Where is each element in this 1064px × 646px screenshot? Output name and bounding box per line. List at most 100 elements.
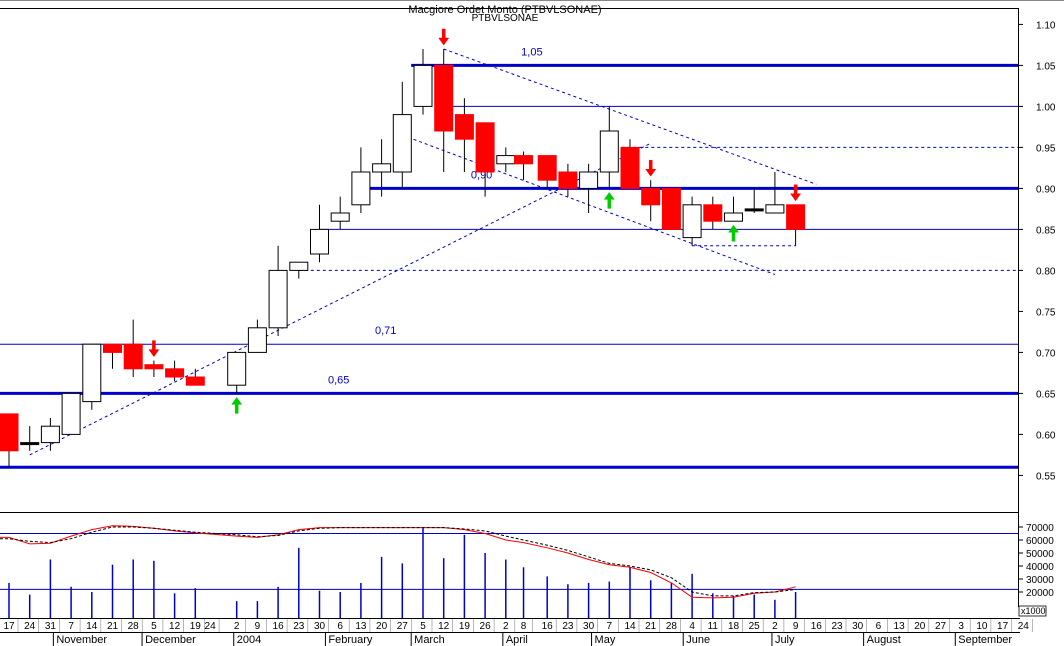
price-tick-label: 0.65 bbox=[1036, 389, 1056, 400]
day-tick-label: 2 bbox=[234, 621, 240, 632]
plot-backgrounds bbox=[0, 0, 1064, 513]
day-tick-label: 8 bbox=[521, 621, 527, 632]
signal-arrow-down bbox=[645, 159, 657, 177]
candle-body bbox=[82, 343, 102, 403]
candle-body bbox=[123, 343, 143, 370]
day-tick-label: 11 bbox=[708, 621, 719, 632]
day-tick-label: 6 bbox=[876, 621, 882, 632]
price-tick-label: 0.90 bbox=[1036, 184, 1056, 195]
day-tick-label: 4 bbox=[689, 621, 695, 632]
candle-body bbox=[268, 269, 288, 329]
chart-subtitle: PTBVLSONAE bbox=[472, 13, 539, 24]
day-tick-label: 27 bbox=[935, 621, 947, 632]
day-tick-label: 2 bbox=[503, 621, 509, 632]
signal-arrow-down bbox=[148, 340, 160, 358]
volume-tick-label: 30000 bbox=[1026, 575, 1054, 586]
candle-body bbox=[0, 413, 19, 452]
day-tick-label: 14 bbox=[624, 621, 636, 632]
day-tick-label: 23 bbox=[831, 621, 843, 632]
day-tick-label: 24 bbox=[205, 621, 217, 632]
candle-body bbox=[61, 392, 81, 435]
candle-body bbox=[372, 163, 392, 173]
month-label: June bbox=[686, 634, 710, 646]
price-tick-label: 0.85 bbox=[1036, 225, 1056, 236]
month-label: 2004 bbox=[237, 634, 261, 646]
day-tick-label: 16 bbox=[811, 621, 823, 632]
day-tick-label: 21 bbox=[645, 621, 657, 632]
day-tick-label: 13 bbox=[894, 621, 906, 632]
price-tick-label: 0.70 bbox=[1036, 348, 1056, 359]
signal-arrow-up bbox=[603, 191, 615, 209]
month-label: May bbox=[595, 634, 616, 646]
day-tick-label: 31 bbox=[45, 621, 57, 632]
volume-bars bbox=[0, 527, 1018, 618]
candle-body bbox=[496, 155, 516, 165]
candle-body bbox=[744, 208, 764, 212]
price-tick-label: 1.05 bbox=[1036, 61, 1056, 72]
day-tick-label: 24 bbox=[1018, 621, 1030, 632]
month-label: September bbox=[958, 634, 1012, 646]
day-tick-label: 7 bbox=[68, 621, 74, 632]
volume-tick-label: 50000 bbox=[1026, 549, 1054, 560]
day-tick-label: 24 bbox=[24, 621, 36, 632]
horizontal-levels: 1,050,900,710,65 bbox=[0, 46, 1018, 469]
candle-body bbox=[765, 204, 785, 214]
signal-arrow-up bbox=[231, 396, 243, 414]
candle-body bbox=[392, 114, 412, 173]
price-tick-label: 0.80 bbox=[1036, 266, 1056, 277]
candle-body bbox=[682, 204, 702, 239]
chart-title: Macgiore Ordet Monto (PTBVLSONAE) bbox=[408, 4, 601, 16]
price-tick-label: 1.00 bbox=[1036, 102, 1056, 113]
candle-body bbox=[620, 146, 640, 189]
candle-body bbox=[227, 351, 247, 386]
volume-tick-label: 40000 bbox=[1026, 562, 1054, 573]
candle-body bbox=[514, 155, 534, 165]
candle-body bbox=[310, 228, 329, 255]
day-tick-label: 19 bbox=[459, 621, 471, 632]
candle-body bbox=[661, 187, 681, 230]
month-label: February bbox=[328, 634, 373, 646]
day-tick-label: 30 bbox=[852, 621, 864, 632]
candlesticks bbox=[0, 49, 806, 468]
level-label: 1,05 bbox=[521, 46, 542, 58]
day-tick-label: 20 bbox=[914, 621, 926, 632]
day-tick-label: 23 bbox=[562, 621, 574, 632]
day-tick-label: 2 bbox=[772, 621, 778, 632]
month-label: November bbox=[56, 634, 107, 646]
candle-body bbox=[247, 327, 267, 353]
day-tick-label: 9 bbox=[793, 621, 799, 632]
day-tick-label: 5 bbox=[420, 621, 426, 632]
volume-unit-box bbox=[1018, 605, 1047, 617]
candle-body bbox=[703, 204, 723, 222]
trend-line-0 bbox=[29, 142, 651, 456]
day-tick-label: 30 bbox=[583, 621, 595, 632]
day-tick-label: 12 bbox=[438, 621, 450, 632]
day-tick-label: 6 bbox=[337, 621, 343, 632]
price-tick-label: 0.55 bbox=[1036, 471, 1056, 482]
day-tick-label: 28 bbox=[666, 621, 678, 632]
candle-body bbox=[537, 155, 557, 181]
price-tick-label: 0.60 bbox=[1036, 430, 1056, 441]
candle-body bbox=[641, 187, 661, 206]
month-label: August bbox=[867, 634, 901, 646]
candle-body bbox=[599, 130, 619, 173]
day-tick-label: 17 bbox=[3, 621, 15, 632]
day-tick-label: 20 bbox=[376, 621, 388, 632]
day-tick-label: 30 bbox=[314, 621, 326, 632]
price-tick-label: 0.95 bbox=[1036, 143, 1056, 154]
candle-body bbox=[103, 343, 122, 353]
day-tick-label: 16 bbox=[273, 621, 285, 632]
candle-body bbox=[351, 171, 371, 206]
month-label: March bbox=[414, 634, 445, 646]
volume-tick-label: 60000 bbox=[1026, 536, 1054, 547]
volume-tick-label: 20000 bbox=[1026, 588, 1054, 599]
volume-moving-averages bbox=[0, 525, 796, 599]
day-tick-label: 13 bbox=[355, 621, 367, 632]
candle-body bbox=[185, 376, 205, 386]
price-tick-label: 0.75 bbox=[1036, 307, 1056, 318]
candle-body bbox=[475, 122, 495, 173]
day-tick-label: 7 bbox=[607, 621, 613, 632]
day-tick-label: 9 bbox=[255, 621, 261, 632]
